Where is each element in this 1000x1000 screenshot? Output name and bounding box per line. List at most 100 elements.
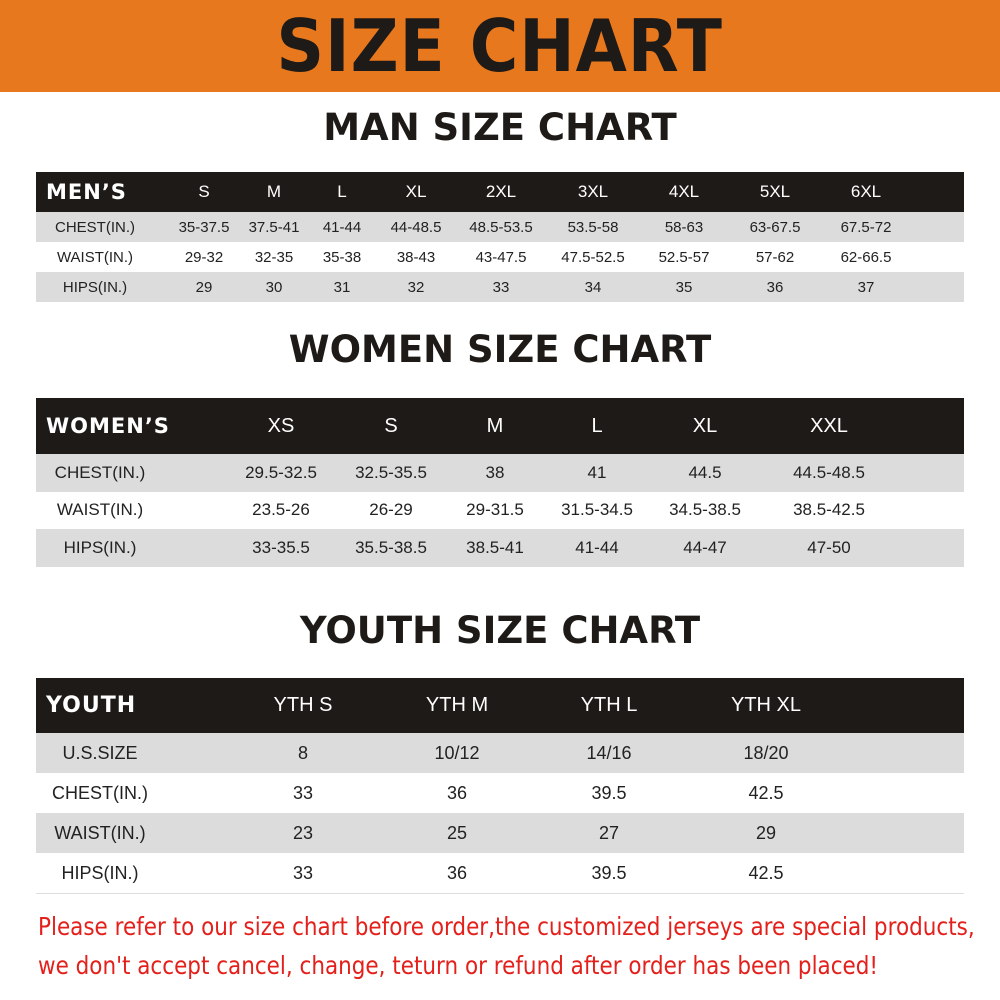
- measurement-label: CHEST(IN.): [54, 462, 146, 482]
- size-header-cell: XS: [267, 414, 295, 437]
- table-row: HIPS(IN.) 33-35.5 35.5-38.5 38.5-41 41-44 44-…: [36, 529, 964, 567]
- size-header-cell: 6XL: [850, 182, 882, 201]
- size-header-cell: S: [384, 414, 398, 437]
- table-cell: 62-66.5: [840, 248, 892, 266]
- table-cell: 44.5: [688, 462, 722, 482]
- table-cell: 41-44: [575, 537, 619, 557]
- table-cell: 33: [292, 862, 314, 883]
- table-cell: 33: [492, 278, 510, 296]
- size-header-cell: YTH S: [273, 694, 333, 716]
- table-cell: 29: [195, 278, 213, 296]
- measurement-label: HIPS(IN.): [62, 278, 128, 296]
- measurement-label: WAIST(IN.): [56, 500, 144, 520]
- table-cell: 48.5-53.5: [469, 218, 533, 236]
- table-cell: 44-48.5: [390, 218, 442, 236]
- table-header-row: MEN’S S M L XL 2XL 3XL 4XL 5XL 6XL: [36, 172, 964, 212]
- size-header-cell: YTH M: [425, 694, 489, 716]
- measurement-label: HIPS(IN.): [63, 537, 137, 557]
- table-cell: 42.5: [748, 782, 784, 803]
- table-row: WAIST(IN.) 23 25 27 29: [36, 813, 964, 853]
- table-row: WAIST(IN.) 29-32 32-35 35-38 38-43 43-47.5 47.…: [36, 242, 964, 272]
- table-cell: 47.5-52.5: [561, 248, 625, 266]
- table-cell: 34.5-38.5: [669, 500, 741, 520]
- table-title-cell: WOMEN’S: [46, 414, 170, 438]
- table-cell: 29-32: [184, 248, 224, 266]
- table-cell: 38.5-42.5: [793, 500, 865, 520]
- banner-title: SIZE CHART: [276, 4, 724, 88]
- table-header-row: YOUTH YTH S YTH M YTH L YTH XL: [36, 678, 964, 733]
- table-cell: 53.5-58: [567, 218, 619, 236]
- table-cell: 58-63: [664, 218, 704, 236]
- table-cell: 44-47: [683, 537, 727, 557]
- table-cell: 35-37.5: [178, 218, 230, 236]
- measurement-label: HIPS(IN.): [61, 862, 139, 883]
- table-cell: 29-31.5: [466, 500, 524, 520]
- table-row: CHEST(IN.) 29.5-32.5 32.5-35.5 38 41 44.5 44.5…: [36, 454, 964, 492]
- table-cell: 57-62: [755, 248, 795, 266]
- women-section-title: WOMEN SIZE CHART: [288, 328, 712, 371]
- table-cell: 29.5-32.5: [245, 462, 317, 482]
- table-title-cell: MEN’S: [46, 180, 127, 204]
- measurement-label: CHEST(IN.): [55, 218, 135, 236]
- table-cell: 44.5-48.5: [793, 462, 865, 482]
- size-header-cell: XL: [692, 414, 718, 437]
- table-cell: 37: [857, 278, 875, 296]
- measurement-label: CHEST(IN.): [52, 782, 148, 803]
- table-cell: 63-67.5: [749, 218, 801, 236]
- table-cell: 38: [485, 462, 505, 482]
- size-header-cell: 5XL: [759, 182, 791, 201]
- table-cell: 33: [292, 782, 314, 803]
- table-cell: 31.5-34.5: [561, 500, 633, 520]
- table-row: HIPS(IN.) 29 30 31 32 33 34 35 36 37: [36, 272, 964, 302]
- table-cell: 43-47.5: [475, 248, 527, 266]
- men-section-title: MAN SIZE CHART: [323, 106, 677, 149]
- table-cell: 26-29: [369, 500, 413, 520]
- table-cell: 27: [598, 822, 620, 843]
- table-cell: 41: [587, 462, 607, 482]
- size-header-cell: L: [591, 414, 603, 437]
- table-cell: 10/12: [434, 742, 480, 763]
- table-cell: 33-35.5: [252, 537, 310, 557]
- size-header-cell: 4XL: [668, 182, 700, 201]
- table-cell: 23: [292, 822, 314, 843]
- table-row: U.S.SIZE 8 10/12 14/16 18/20: [36, 733, 964, 773]
- measurement-label: U.S.SIZE: [62, 742, 138, 763]
- table-cell: 67.5-72: [840, 218, 892, 236]
- table-cell: 35: [675, 278, 693, 296]
- table-row: HIPS(IN.) 33 36 39.5 42.5: [36, 853, 964, 893]
- size-header-cell: L: [337, 182, 347, 201]
- table-header-row: WOMEN’S XS S M L XL XXL: [36, 398, 964, 454]
- table-cell: 52.5-57: [658, 248, 710, 266]
- table-cell: 29: [755, 822, 777, 843]
- size-header-cell: M: [486, 414, 504, 437]
- notice-line-1: Please refer to our size chart before or…: [38, 912, 975, 941]
- table-cell: 32-35: [254, 248, 294, 266]
- table-cell: 39.5: [591, 782, 627, 803]
- table-cell: 30: [265, 278, 283, 296]
- table-cell: 42.5: [748, 862, 784, 883]
- table-cell: 36: [446, 782, 468, 803]
- measurement-label: WAIST(IN.): [56, 248, 134, 266]
- size-header-cell: S: [198, 182, 210, 201]
- table-cell: 31: [333, 278, 351, 296]
- measurement-label: WAIST(IN.): [54, 822, 146, 843]
- table-cell: 36: [766, 278, 784, 296]
- table-cell: 38-43: [396, 248, 436, 266]
- table-row: WAIST(IN.) 23.5-26 26-29 29-31.5 31.5-34.5 34…: [36, 491, 964, 529]
- table-cell: 38.5-41: [466, 537, 524, 557]
- table-cell: 39.5: [591, 862, 627, 883]
- table-cell: 37.5-41: [248, 218, 300, 236]
- table-cell: 36: [446, 862, 468, 883]
- table-cell: 8: [297, 742, 309, 763]
- table-cell: 25: [446, 822, 468, 843]
- men-size-table: MEN’S S M L XL 2XL 3XL 4XL 5XL 6XL CHEST(IN.) 35-37…: [36, 172, 964, 302]
- table-cell: 23.5-26: [252, 500, 310, 520]
- table-cell: 18/20: [743, 742, 789, 763]
- table-cell: 32.5-35.5: [355, 462, 427, 482]
- table-row: CHEST(IN.) 33 36 39.5 42.5: [36, 773, 964, 813]
- table-cell: 47-50: [807, 537, 851, 557]
- table-title-cell: YOUTH: [46, 693, 137, 718]
- table-cell: 41-44: [322, 218, 362, 236]
- size-chart-banner: SIZE CHART: [0, 0, 1000, 92]
- size-header-cell: 3XL: [577, 182, 609, 201]
